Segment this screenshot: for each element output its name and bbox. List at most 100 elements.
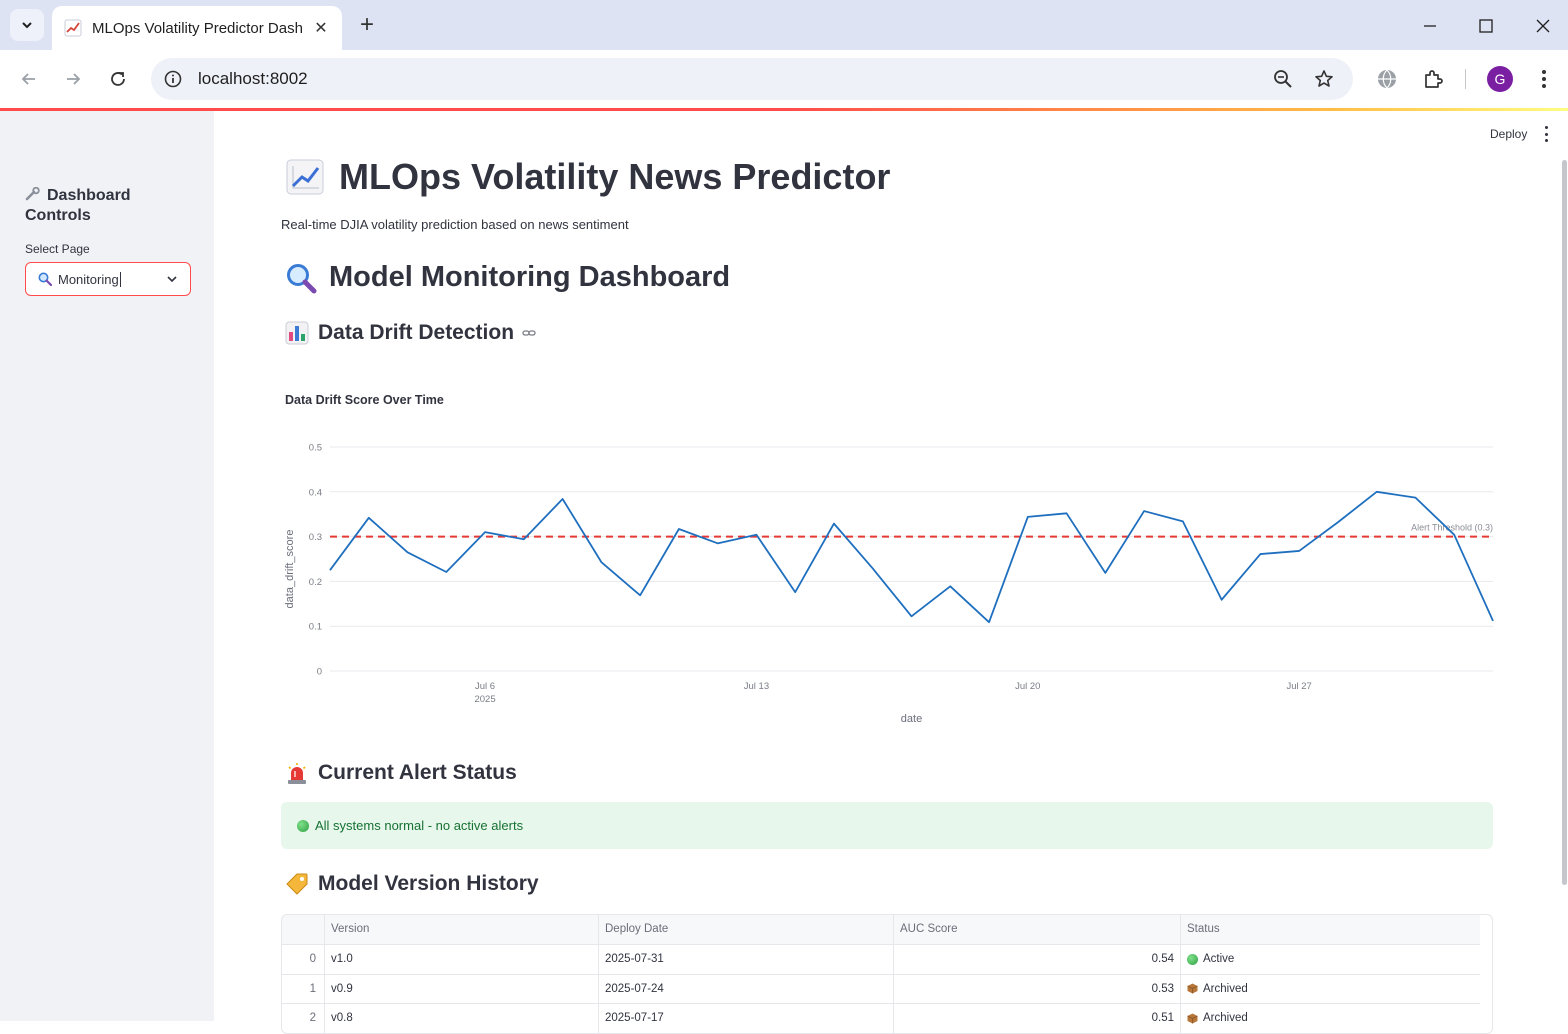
drift-score-line (329, 490, 1494, 624)
x-tick-label: Jul 20 (1015, 681, 1040, 692)
status-text: Archived (1203, 1012, 1248, 1025)
close-window-button[interactable] (1529, 12, 1557, 40)
translate-globe-icon[interactable] (1373, 65, 1401, 93)
page-select-value: Monitoring (58, 271, 119, 287)
package-icon (1187, 983, 1198, 994)
url-text: localhost:8002 (198, 69, 308, 88)
x-tick-label: Jul 27 (1286, 681, 1311, 692)
sidebar-title: Dashboard Controls (25, 186, 195, 226)
page-subtitle: Real-time DJIA volatility prediction bas… (281, 217, 629, 232)
deploy-button[interactable]: Deploy (1490, 127, 1528, 141)
anchor-link-icon[interactable] (522, 326, 536, 340)
minimize-icon (1424, 25, 1436, 27)
app-menu-icon[interactable] (1543, 126, 1549, 142)
maximize-window-button[interactable] (1472, 12, 1500, 40)
back-button[interactable] (14, 64, 44, 94)
green-circle-icon (1187, 953, 1198, 965)
green-circle-icon (297, 819, 309, 832)
y-tick-label: 0 (317, 667, 322, 678)
page-title-text: MLOps Volatility News Predictor (339, 156, 891, 197)
browser-tab-bar: MLOps Volatility Predictor Dash ✕ + (0, 0, 1568, 50)
tab-search-button[interactable] (10, 9, 44, 41)
close-tab-icon[interactable]: ✕ (314, 20, 328, 37)
arrow-right-icon (67, 73, 81, 85)
column-header-auc-score[interactable]: AUC Score (894, 915, 1181, 944)
sidebar: Dashboard Controls Select Page Monitorin… (0, 111, 214, 1021)
label-tag-icon (286, 873, 308, 895)
select-page-label: Select Page (25, 242, 90, 256)
row-index: 0 (282, 945, 325, 974)
main-scrollbar[interactable] (1562, 160, 1567, 885)
alert-status-box: All systems normal - no active alerts (281, 802, 1493, 849)
deploy-date-cell[interactable]: 2025-07-24 (599, 974, 894, 1003)
x-axis-title: date (901, 713, 922, 725)
table-row[interactable]: 2 v0.8 2025-07-17 0.51 Archived (282, 1004, 1480, 1033)
site-info-icon[interactable] (162, 68, 184, 90)
browser-menu-icon[interactable] (1530, 65, 1558, 93)
y-tick-label: 0.4 (309, 487, 322, 498)
auc-score-cell[interactable]: 0.53 (894, 974, 1181, 1003)
status-text: Active (1203, 953, 1235, 966)
sidebar-title-text: Dashboard Controls (25, 187, 131, 224)
magnifying-glass-icon (38, 272, 52, 286)
drift-heading-text: Data Drift Detection (318, 321, 515, 344)
tab-title: MLOps Volatility Predictor Dash (92, 19, 302, 37)
alert-heading: Current Alert Status (285, 761, 517, 785)
version-cell[interactable]: v1.0 (325, 945, 599, 974)
version-cell[interactable]: v0.8 (325, 1004, 599, 1033)
x-tick-label: Jul 6 (475, 681, 495, 692)
deploy-date-cell[interactable]: 2025-07-31 (599, 945, 894, 974)
close-icon (1536, 19, 1550, 33)
browser-tab[interactable]: MLOps Volatility Predictor Dash ✕ (52, 6, 342, 50)
chevron-down-icon (22, 22, 32, 29)
alert-threshold-label: Alert Threshold (0.3) (1411, 523, 1493, 533)
column-header-deploy-date[interactable]: Deploy Date (599, 915, 894, 944)
extensions-puzzle-icon[interactable] (1419, 65, 1447, 93)
table-row[interactable]: 1 v0.9 2025-07-24 0.53 Archived (282, 974, 1480, 1004)
bookmark-star-icon[interactable] (1313, 68, 1335, 90)
minimize-window-button[interactable] (1416, 12, 1444, 40)
table-row[interactable]: 0 v1.0 2025-07-31 0.54 Active (282, 945, 1480, 975)
maximize-icon (1479, 19, 1493, 33)
status-cell[interactable]: Archived (1181, 1004, 1480, 1033)
drift-line-chart[interactable]: 0 0.1 0.2 0.3 0.4 0.5 Jul 6 2025 Jul 13 Jul 20 Jul… (280, 430, 1500, 730)
reload-icon (111, 72, 125, 86)
history-heading-text: Model Version History (318, 872, 539, 895)
magnifying-glass-icon (287, 263, 317, 293)
deploy-date-cell[interactable]: 2025-07-17 (599, 1004, 894, 1033)
row-index: 1 (282, 974, 325, 1003)
row-index: 2 (282, 1004, 325, 1033)
page-select[interactable]: Monitoring (25, 262, 191, 296)
package-icon (1187, 1013, 1198, 1024)
version-cell[interactable]: v0.9 (325, 974, 599, 1003)
auc-score-cell[interactable]: 0.54 (894, 945, 1181, 974)
y-axis-title: data_drift_score (284, 530, 296, 609)
new-tab-button[interactable]: + (359, 11, 374, 38)
page-title: MLOps Volatility News Predictor (285, 156, 890, 198)
rotating-light-icon (288, 763, 306, 784)
toolbar-divider (1465, 69, 1466, 89)
profile-avatar[interactable]: G (1487, 66, 1513, 92)
address-bar[interactable]: localhost:8002 (151, 58, 1353, 100)
alert-heading-text: Current Alert Status (318, 761, 517, 784)
status-cell[interactable]: Archived (1181, 975, 1480, 1004)
x-tick-sublabel: 2025 (474, 694, 495, 705)
table-header-row: Version Deploy Date AUC Score Status (282, 915, 1480, 945)
y-tick-label: 0.2 (309, 577, 322, 588)
arrow-left-icon (21, 73, 35, 85)
section-title: Model Monitoring Dashboard (285, 261, 730, 294)
forward-button[interactable] (58, 64, 88, 94)
status-cell[interactable]: Active (1181, 945, 1480, 974)
column-header-version[interactable]: Version (325, 915, 599, 944)
wrench-icon (25, 186, 40, 201)
zoom-icon[interactable] (1272, 68, 1294, 90)
version-history-table[interactable]: Version Deploy Date AUC Score Status 0 v… (281, 914, 1493, 1034)
browser-toolbar: localhost:8002 G (0, 50, 1568, 108)
reload-button[interactable] (103, 64, 133, 94)
text-caret (119, 271, 121, 287)
column-header-status[interactable]: Status (1187, 923, 1220, 936)
app-status-stripe (0, 108, 1568, 111)
x-tick-label: Jul 13 (744, 681, 769, 692)
y-tick-label: 0.1 (309, 622, 322, 633)
auc-score-cell[interactable]: 0.51 (894, 1004, 1181, 1033)
